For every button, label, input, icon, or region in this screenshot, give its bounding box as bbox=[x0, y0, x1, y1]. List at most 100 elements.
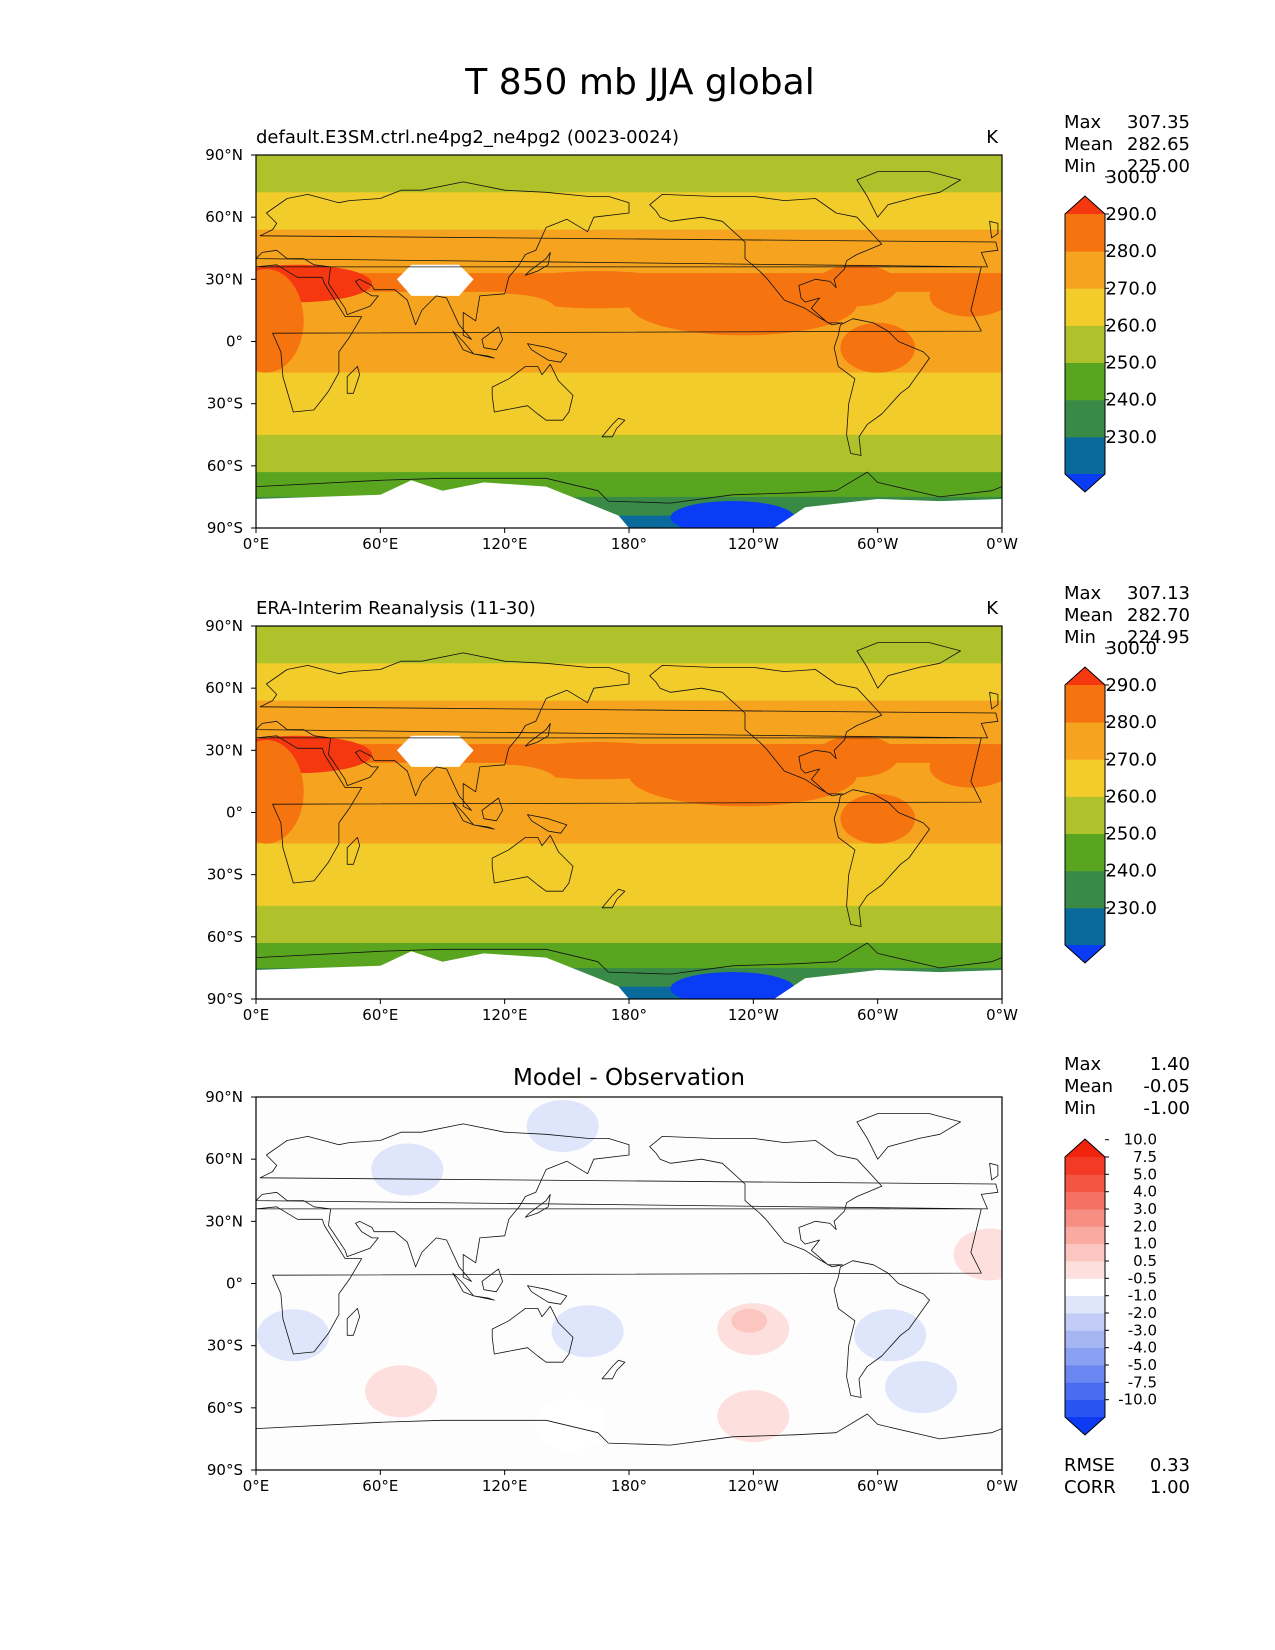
data-band bbox=[256, 316, 1002, 324]
colorbar-segment bbox=[1065, 1330, 1105, 1349]
data-band bbox=[256, 353, 1002, 361]
stat-value: 282.70 bbox=[1127, 605, 1190, 626]
coastline bbox=[256, 181, 999, 340]
coastline bbox=[601, 417, 626, 438]
colorbar-tick-label: 230.0 bbox=[1105, 898, 1157, 919]
data-band bbox=[256, 905, 1002, 913]
missing-data-region bbox=[256, 951, 629, 999]
anomaly-patch bbox=[535, 1398, 607, 1451]
data-band bbox=[256, 930, 1002, 938]
data-band bbox=[256, 843, 1002, 851]
colorbar-segment bbox=[1065, 399, 1105, 438]
colorbar-tick-label: 270.0 bbox=[1105, 278, 1157, 299]
data-band bbox=[256, 254, 1002, 262]
colorbar-segment bbox=[1065, 1191, 1105, 1210]
anomaly-patch bbox=[717, 1390, 790, 1443]
x-tick-label: 0°E bbox=[243, 1477, 270, 1495]
data-band bbox=[256, 961, 1002, 969]
colorbar-outline bbox=[1064, 195, 1106, 493]
data-band bbox=[256, 472, 1002, 479]
colorbar-segment bbox=[1065, 870, 1105, 909]
missing-data-region bbox=[256, 480, 629, 528]
colorbar-tick-label: -0.5 bbox=[1128, 1269, 1157, 1287]
colorbar-tick-label: 300.0 bbox=[1105, 638, 1157, 659]
data-band bbox=[256, 986, 1002, 994]
data-band bbox=[256, 341, 1002, 349]
colorbar-tick-label: 1.0 bbox=[1133, 1235, 1157, 1253]
data-band bbox=[256, 198, 1002, 206]
colorbar-tick-label: -1.0 bbox=[1128, 1287, 1157, 1305]
coastline bbox=[256, 471, 1002, 528]
coastline bbox=[525, 1194, 551, 1218]
data-feature bbox=[670, 972, 795, 999]
colorbar-segment bbox=[1065, 796, 1105, 834]
x-tick-label: 180° bbox=[611, 1477, 647, 1495]
coastline bbox=[525, 252, 551, 276]
colorbar-tick-label: -10.0 bbox=[1118, 1391, 1157, 1409]
x-tick-label: 60°W bbox=[857, 535, 899, 553]
data-band bbox=[256, 484, 1002, 492]
coastline bbox=[649, 194, 883, 326]
data-feature bbox=[840, 793, 915, 844]
anomaly-patch bbox=[731, 1308, 768, 1333]
data-band bbox=[256, 179, 1002, 187]
coastline bbox=[256, 264, 982, 413]
colorbar-outline bbox=[1064, 666, 1106, 964]
stat-label: Mean bbox=[1064, 605, 1113, 626]
data-band bbox=[256, 918, 1002, 925]
coastline bbox=[473, 1295, 495, 1301]
y-tick-label: 90°S bbox=[207, 519, 243, 537]
corr-label: CORR bbox=[1064, 1477, 1116, 1498]
data-band bbox=[256, 378, 1002, 386]
x-tick-label: 120°E bbox=[482, 535, 528, 553]
data-band bbox=[256, 335, 1002, 343]
colorbar-extend-min bbox=[1065, 945, 1105, 963]
colorbar-extend-min bbox=[1065, 474, 1105, 492]
data-band bbox=[256, 322, 1002, 330]
data-band bbox=[256, 372, 1002, 380]
data-band bbox=[256, 831, 1002, 838]
coastline bbox=[833, 1260, 930, 1398]
data-band bbox=[256, 515, 1002, 523]
data-band bbox=[256, 775, 1002, 782]
x-tick-label: 180° bbox=[611, 1006, 647, 1024]
y-tick-label: 30°S bbox=[207, 1337, 243, 1355]
data-feature bbox=[256, 740, 304, 844]
coastline bbox=[481, 1268, 503, 1293]
data-band bbox=[256, 824, 1002, 832]
stat-value: 1.40 bbox=[1150, 1054, 1190, 1075]
data-band bbox=[256, 496, 1002, 504]
data-band bbox=[256, 465, 1002, 473]
data-band bbox=[256, 260, 1002, 268]
data-band bbox=[256, 626, 1002, 633]
data-band bbox=[256, 304, 1002, 311]
coastline bbox=[256, 942, 1002, 999]
y-tick-label: 60°S bbox=[207, 457, 243, 475]
coastline bbox=[989, 1162, 999, 1181]
x-tick-label: 120°W bbox=[728, 535, 779, 553]
colorbar: 230.0 240.0 250.0 260.0 270.0 280.0 290.0 300.0 bbox=[1064, 167, 1157, 493]
data-band bbox=[256, 943, 1002, 950]
stat-label: Min bbox=[1064, 1098, 1096, 1119]
colorbar-segment bbox=[1065, 214, 1105, 252]
data-band bbox=[256, 682, 1002, 689]
colorbar-segment bbox=[1065, 1174, 1105, 1193]
data-band bbox=[256, 490, 1002, 498]
coastline bbox=[491, 834, 574, 892]
coastline bbox=[856, 642, 961, 689]
corr-value: 1.00 bbox=[1150, 1477, 1190, 1498]
anomaly-patch bbox=[257, 1309, 330, 1362]
coastline bbox=[481, 326, 503, 351]
data-band bbox=[256, 192, 1002, 200]
data-band bbox=[256, 725, 1002, 733]
colorbar-segment bbox=[1065, 251, 1105, 289]
data-band bbox=[256, 186, 1002, 193]
anomaly-patch bbox=[953, 1228, 1002, 1281]
colorbar-tick-label: -5.0 bbox=[1128, 1356, 1157, 1374]
x-tick-label: 0°W bbox=[986, 1006, 1018, 1024]
coastline bbox=[527, 1285, 568, 1305]
data-band bbox=[256, 173, 1002, 181]
panel-title: ERA-Interim Reanalysis (11-30) bbox=[256, 598, 536, 619]
y-tick-label: 0° bbox=[226, 333, 243, 351]
stat-value: 307.35 bbox=[1127, 112, 1190, 133]
